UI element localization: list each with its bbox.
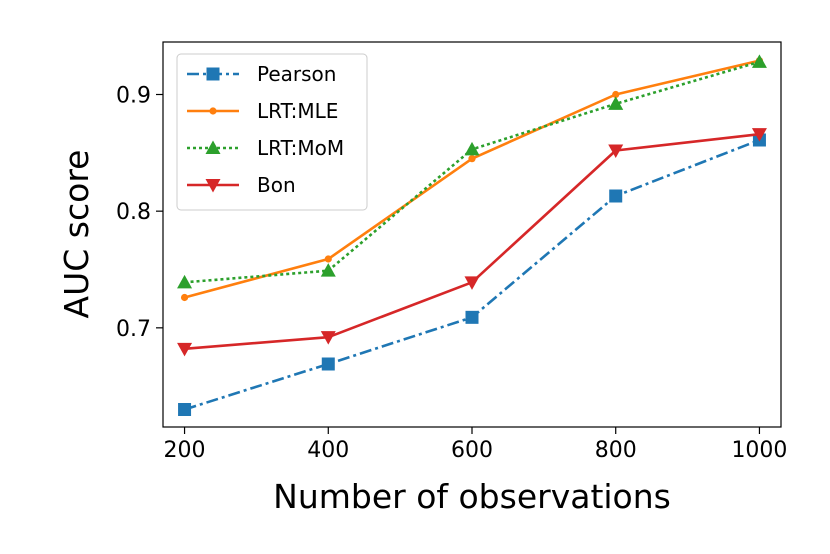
legend-box (176, 53, 368, 211)
series-bon (177, 128, 767, 357)
y-axis-title: AUC score (57, 150, 96, 319)
data-point-lrt-mle-800 (612, 90, 620, 99)
x-tick-label: 800 (595, 438, 637, 463)
series-pearson (178, 133, 766, 416)
data-point-bon-400 (320, 331, 336, 345)
legend-marker-lrt-mle (209, 107, 217, 115)
data-point-bon-600 (464, 276, 480, 290)
data-point-lrt-mom-200 (177, 274, 193, 289)
data-point-lrt-mom-1000 (751, 54, 767, 68)
data-point-pearson-400 (321, 357, 335, 371)
x-axis-title: Number of observations (273, 477, 671, 516)
data-point-lrt-mom-800 (608, 96, 624, 110)
data-point-pearson-800 (609, 189, 623, 203)
legend-marker-pearson (206, 67, 220, 81)
legend-item-lrt-mom: LRT:MoM (187, 136, 344, 160)
x-tick-label: 200 (164, 438, 206, 463)
data-point-pearson-200 (178, 403, 192, 416)
data-point-lrt-mle-600 (468, 155, 476, 163)
data-point-bon-1000 (751, 128, 767, 142)
legend-item-lrt-mle: LRT:MLE (187, 99, 338, 123)
legend-label-bon: Bon (257, 173, 296, 197)
x-tick-label: 400 (307, 438, 349, 463)
y-tick-label: 0.9 (116, 84, 151, 109)
legend-label-lrt-mle: LRT:MLE (257, 99, 338, 123)
y-tick-label: 0.7 (116, 317, 151, 342)
data-point-bon-800 (608, 144, 624, 158)
legend-item-bon: Bon (187, 173, 296, 197)
legend-item-pearson: Pearson (187, 62, 336, 86)
data-point-lrt-mom-400 (320, 263, 336, 277)
axes: 200 400 600 800 1000 0.7 0.8 0.9 (116, 41, 787, 463)
data-point-lrt-mom-600 (464, 141, 480, 156)
legend-marker-bon (205, 179, 221, 193)
x-tick-label: 600 (451, 438, 493, 463)
plot-area (177, 54, 767, 416)
legend-label-pearson: Pearson (257, 62, 336, 86)
series-lrt-mom (177, 54, 767, 289)
data-point-lrt-mle-400 (324, 255, 332, 263)
data-point-pearson-600 (465, 310, 479, 324)
y-tick-label: 0.8 (116, 200, 151, 225)
data-point-bon-200 (177, 342, 193, 357)
data-point-lrt-mle-200 (180, 293, 189, 302)
x-tick-label: 1000 (731, 438, 787, 463)
legend-label-lrt-mom: LRT:MoM (257, 136, 344, 160)
legend-marker-lrt-mom (205, 140, 221, 154)
legend: Pearson LRT:MLE LRT:MoM Bon (176, 53, 368, 211)
